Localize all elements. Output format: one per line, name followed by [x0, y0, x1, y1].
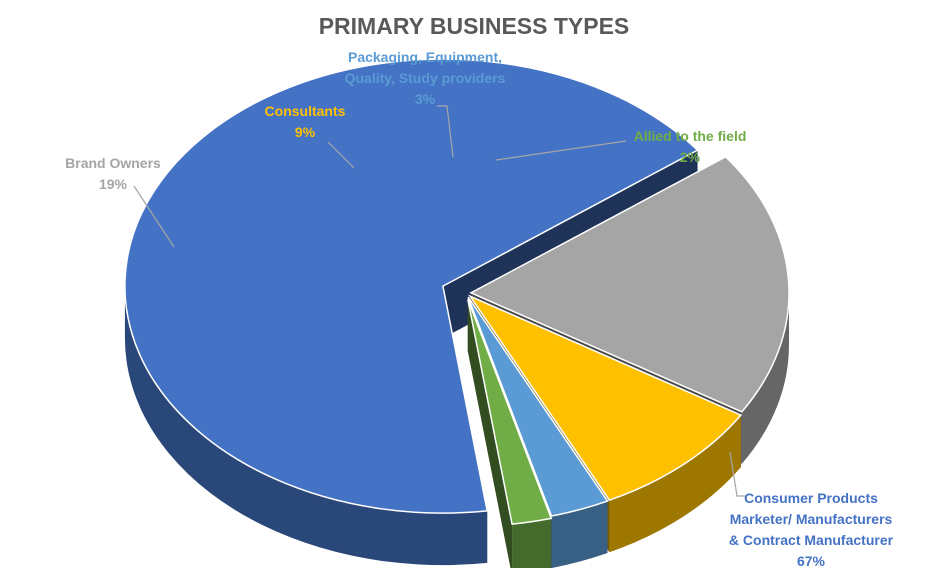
- slice-packaging-providers: [467, 296, 609, 517]
- slice-label-line: Allied to the field: [634, 128, 747, 144]
- slice-percent-allied-to-field: 2%: [680, 149, 701, 165]
- slice-label-consultants: Consultants 9%: [265, 103, 346, 140]
- slice-face-allied-to-field-end: [467, 299, 513, 568]
- slice-percent-packaging-providers: 3%: [415, 91, 436, 107]
- slice-label-line: Consumer Products: [744, 490, 878, 506]
- slice-rim-packaging-providers: [551, 501, 608, 568]
- slice-rim-allied-to-field: [512, 518, 552, 568]
- slice-allied-to-field: [467, 299, 553, 525]
- slice-rim-consumer-products: [124, 286, 488, 566]
- slice-rim-consultants: [609, 415, 741, 553]
- slice-consumer-products: [124, 58, 699, 514]
- slice-percent-brand-owners: 19%: [99, 176, 128, 192]
- slice-label-line: Quality, Study providers: [345, 70, 506, 86]
- slice-label-line: Packaging, Equipment,: [348, 49, 502, 65]
- slice-consultants: [467, 294, 743, 502]
- slice-label-allied-to-field: Allied to the field 2%: [634, 128, 747, 165]
- slice-brand-owners: [469, 155, 790, 413]
- slice-labels: Consumer Products Marketer/ Manufacturers…: [65, 49, 893, 568]
- slice-rim-brand-owners: [741, 292, 789, 464]
- leader-line-brand-owners: [133, 185, 175, 248]
- slice-percent-consultants: 9%: [295, 124, 316, 140]
- slice-label-brand-owners: Brand Owners 19%: [65, 155, 161, 192]
- leader-line-consultants: [327, 141, 355, 169]
- chart-title: PRIMARY BUSINESS TYPES: [319, 13, 630, 39]
- slice-label-consumer-products: Consumer Products Marketer/ Manufacturers…: [729, 490, 894, 568]
- slice-label-line: Consultants: [265, 103, 346, 119]
- slice-tops: [124, 58, 790, 525]
- leader-line-consumer-products: [729, 451, 745, 497]
- slice-label-line: Brand Owners: [65, 155, 161, 171]
- slice-label-packaging-providers: Packaging, Equipment, Quality, Study prov…: [345, 49, 506, 107]
- slice-label-line: & Contract Manufacturer: [729, 532, 894, 548]
- leader-line-packaging-providers: [437, 105, 454, 158]
- slice-percent-consumer-products: 67%: [797, 553, 826, 568]
- leader-lines: [133, 105, 745, 497]
- slice-label-line: Marketer/ Manufacturers: [730, 511, 893, 527]
- leader-line-allied-to-field: [495, 140, 627, 161]
